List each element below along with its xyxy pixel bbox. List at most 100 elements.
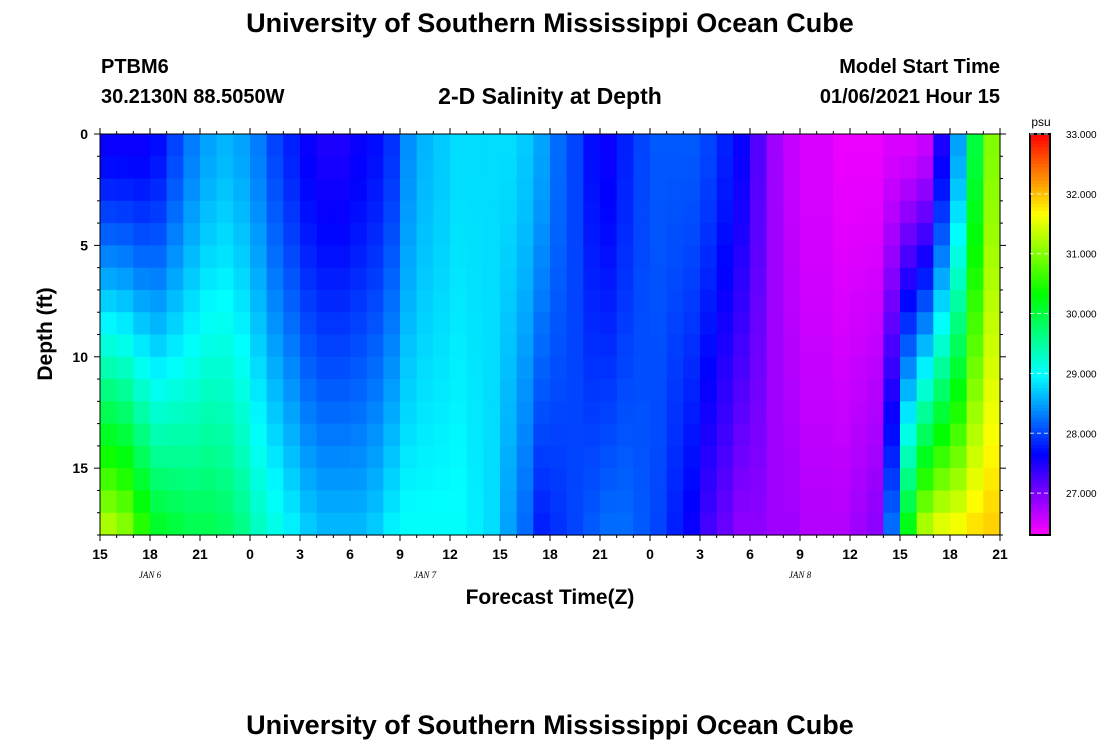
heatmap-cell (450, 289, 468, 313)
heatmap-cell (133, 178, 151, 202)
heatmap-cell (750, 423, 768, 447)
heatmap-cell (100, 356, 118, 380)
heatmap-cell (183, 401, 201, 425)
heatmap-cell (400, 223, 418, 246)
heatmap-cell (500, 334, 518, 358)
heatmap-cell (300, 512, 318, 536)
heatmap-cell (816, 423, 834, 447)
heatmap-cell (100, 223, 118, 246)
heatmap-cell (300, 245, 318, 269)
heatmap-cell (233, 289, 251, 313)
heatmap-cell (716, 245, 734, 269)
colorbar-swatch (1030, 504, 1050, 509)
heatmap-cell (583, 356, 601, 380)
heatmap-cell (616, 245, 634, 269)
heatmap-cell (550, 401, 568, 425)
colorbar-swatch (1030, 317, 1050, 322)
colorbar-swatch (1030, 374, 1050, 379)
heatmap-cell (216, 223, 234, 246)
heatmap-cell (750, 356, 768, 380)
heatmap-cell (550, 156, 568, 180)
heatmap-cell (333, 490, 351, 514)
heatmap-cell (766, 445, 784, 469)
heatmap-cell (133, 445, 151, 469)
heatmap-cell (483, 245, 501, 269)
heatmap-cell (666, 200, 684, 224)
heatmap-cell (733, 512, 751, 536)
heatmap-cell (433, 267, 451, 291)
heatmap-cell (500, 156, 518, 180)
heatmap-cell (200, 490, 218, 514)
heatmap-cell (250, 512, 268, 536)
heatmap-cell (883, 223, 901, 246)
heatmap-cell (533, 334, 551, 358)
heatmap-cell (383, 289, 401, 313)
heatmap-cell (633, 178, 651, 202)
heatmap-cell (333, 334, 351, 358)
colorbar-swatch (1030, 147, 1050, 152)
heatmap-cell (933, 512, 951, 536)
heatmap-cell (616, 468, 634, 492)
heatmap-cell (183, 178, 201, 202)
heatmap-cell (183, 245, 201, 269)
heatmap-cell (333, 178, 351, 202)
heatmap-cell (233, 490, 251, 514)
heatmap-cell (400, 356, 418, 380)
heatmap-cell (816, 512, 834, 536)
heatmap-cell (183, 334, 201, 358)
heatmap-cell (266, 356, 284, 380)
heatmap-cell (300, 401, 318, 425)
heatmap-cell (550, 379, 568, 402)
heatmap-cell (283, 312, 301, 336)
heatmap-cell (833, 445, 851, 469)
heatmap-cell (683, 356, 701, 380)
heatmap-cell (366, 178, 384, 202)
heatmap-cell (200, 401, 218, 425)
station-id: PTBM6 (101, 56, 169, 78)
heatmap-cell (133, 356, 151, 380)
heatmap-cell (533, 134, 551, 157)
heatmap-cell (600, 289, 618, 313)
heatmap-cell (916, 512, 934, 536)
colorbar-swatch (1030, 197, 1050, 202)
heatmap-cell (866, 156, 884, 180)
heatmap-cell (350, 334, 368, 358)
heatmap-cell (700, 312, 718, 336)
heatmap-cell (533, 312, 551, 336)
colorbar-swatch (1030, 364, 1050, 369)
heatmap-cell (850, 312, 868, 336)
heatmap-cell (300, 178, 318, 202)
heatmap-cell (400, 379, 418, 402)
heatmap-cell (850, 356, 868, 380)
heatmap-cell (800, 356, 818, 380)
heatmap-cell (900, 490, 918, 514)
heatmap-cell (916, 490, 934, 514)
colorbar-swatch (1030, 260, 1050, 265)
heatmap-cell (166, 379, 184, 402)
heatmap-cell (150, 356, 168, 380)
colorbar-units: psu (1031, 115, 1050, 129)
colorbar-swatch (1030, 327, 1050, 332)
heatmap-cell (383, 334, 401, 358)
heatmap-cell (533, 423, 551, 447)
heatmap-cell (150, 468, 168, 492)
heatmap-cell (133, 200, 151, 224)
heatmap-cell (866, 379, 884, 402)
heatmap-cell (200, 267, 218, 291)
heatmap-cell (466, 490, 484, 514)
heatmap-cell (316, 200, 334, 224)
heatmap-cell (866, 423, 884, 447)
station-coordinates: 30.2130N 88.5050W (101, 86, 285, 108)
heatmap-cell (450, 423, 468, 447)
heatmap-cell (466, 245, 484, 269)
colorbar-swatch (1030, 267, 1050, 272)
heatmap-cell (600, 312, 618, 336)
heatmap-cell (133, 134, 151, 157)
heatmap-cell (383, 423, 401, 447)
heatmap-cell (183, 312, 201, 336)
heatmap-cell (650, 267, 668, 291)
x-tick-label: 15 (492, 546, 508, 562)
heatmap-cell (333, 223, 351, 246)
heatmap-cell (816, 289, 834, 313)
heatmap-cell (116, 490, 134, 514)
